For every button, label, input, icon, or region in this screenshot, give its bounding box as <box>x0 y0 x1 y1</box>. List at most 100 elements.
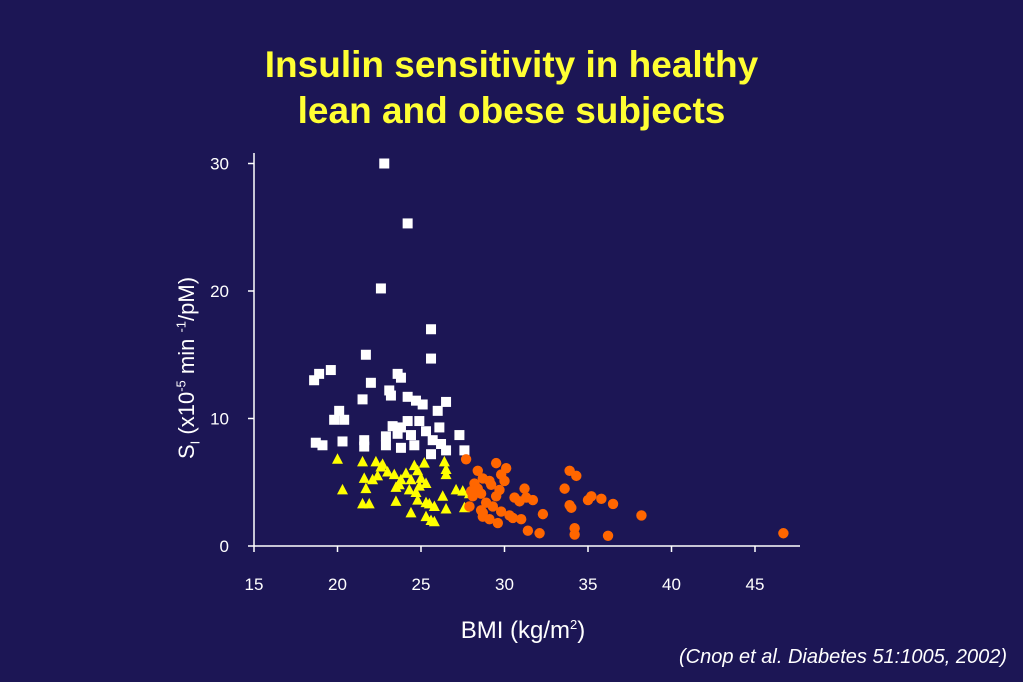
square-point <box>395 422 406 433</box>
triangle-point <box>410 486 422 497</box>
x-tick-label: 15 <box>245 575 264 594</box>
circle-point <box>464 501 475 512</box>
square-point <box>314 368 325 379</box>
triangle-point <box>457 485 469 496</box>
square-point <box>380 431 391 442</box>
square-point <box>405 430 416 441</box>
circle-point <box>472 465 483 476</box>
triangle-point <box>372 469 384 481</box>
square-point <box>427 435 438 446</box>
square-point <box>329 414 340 425</box>
x-axis-label: BMI (kg/m2) <box>0 617 1023 645</box>
square-point <box>387 421 398 432</box>
square-point <box>385 390 396 401</box>
square-point <box>417 399 428 410</box>
y-axis-subscript: I <box>187 440 203 445</box>
triangle-point <box>420 477 432 489</box>
circle-point <box>514 496 525 507</box>
square-point <box>436 439 447 449</box>
square-point <box>459 445 470 456</box>
triangle-point <box>358 472 370 483</box>
x-axis-label-main: BMI (kg/m <box>460 617 571 644</box>
triangle-point <box>357 455 369 467</box>
circle-point <box>519 483 530 494</box>
y-tick-label: 0 <box>220 537 229 556</box>
triangle-point <box>412 494 424 505</box>
square-point <box>334 405 345 416</box>
y-axis-exp-1: -5 <box>173 380 189 392</box>
circle-point <box>527 494 539 506</box>
circle-point <box>566 502 577 513</box>
triangle-point <box>412 464 424 476</box>
square-point <box>379 158 390 169</box>
square-point <box>441 396 452 407</box>
square-point <box>380 440 391 451</box>
triangle-point <box>367 473 379 485</box>
square-point <box>392 428 403 439</box>
y-tick-label: 10 <box>210 410 229 429</box>
square-point <box>454 430 465 441</box>
x-tick-label: 45 <box>746 575 765 594</box>
circle-point <box>492 517 504 529</box>
circle-point <box>559 483 570 494</box>
triangle-point <box>382 466 394 477</box>
circle-point <box>534 528 545 539</box>
square-point <box>434 422 445 433</box>
y-axis-unit-c: /pM) <box>173 276 199 321</box>
triangle-point <box>405 473 417 485</box>
title-line-1: Insulin sensitivity in healthy <box>264 44 759 85</box>
circle-point <box>499 475 510 487</box>
triangle-point <box>438 455 450 467</box>
y-axis-label: SI (x10-5 min -1/pM) <box>174 277 203 459</box>
circle-point <box>475 488 487 499</box>
triangle-point <box>428 515 440 527</box>
square-point <box>375 283 386 294</box>
x-axis-label-exp: 2 <box>570 617 578 632</box>
x-tick-label: 25 <box>412 575 431 594</box>
square-point <box>357 394 368 405</box>
circle-point <box>484 514 495 525</box>
title-line-2: lean and obese subjects <box>297 90 726 131</box>
citation: (Cnop et al. Diabetes 51:1005, 2002) <box>679 646 1007 668</box>
triangle-point <box>390 495 402 506</box>
square-point <box>365 377 376 388</box>
square-point <box>402 218 413 229</box>
triangle-point <box>450 483 462 495</box>
circle-point <box>460 454 472 465</box>
square-point <box>432 405 443 416</box>
y-axis-unit-a: (x10 <box>173 391 199 441</box>
square-point <box>410 395 421 406</box>
circle-point <box>571 470 582 482</box>
triangle-point <box>332 453 343 464</box>
triangle-point <box>403 483 415 495</box>
circle-point <box>778 528 789 539</box>
y-tick-label: 20 <box>210 282 229 301</box>
circle-point <box>596 493 607 505</box>
triangle-point <box>377 458 389 469</box>
circle-point <box>607 498 619 510</box>
circle-point <box>495 506 507 517</box>
triangle-point <box>390 481 402 492</box>
y-axis-unit-b: min <box>173 332 199 381</box>
triangle-point <box>420 510 432 522</box>
x-tick-label: 30 <box>495 575 514 594</box>
triangle-point <box>418 457 430 468</box>
square-point <box>359 435 370 446</box>
circle-point <box>522 525 534 536</box>
square-point <box>421 426 432 437</box>
triangle-point <box>437 490 449 501</box>
triangle-point <box>337 483 349 495</box>
circle-point <box>485 479 497 490</box>
circle-point <box>636 510 647 521</box>
square-point <box>309 375 320 386</box>
triangle-point <box>440 468 452 480</box>
circle-point <box>516 514 527 525</box>
triangle-point <box>405 506 417 518</box>
triangle-point <box>428 500 440 511</box>
square-point <box>426 353 437 364</box>
square-point <box>325 365 336 376</box>
square-point <box>426 449 437 460</box>
square-point <box>402 391 413 402</box>
